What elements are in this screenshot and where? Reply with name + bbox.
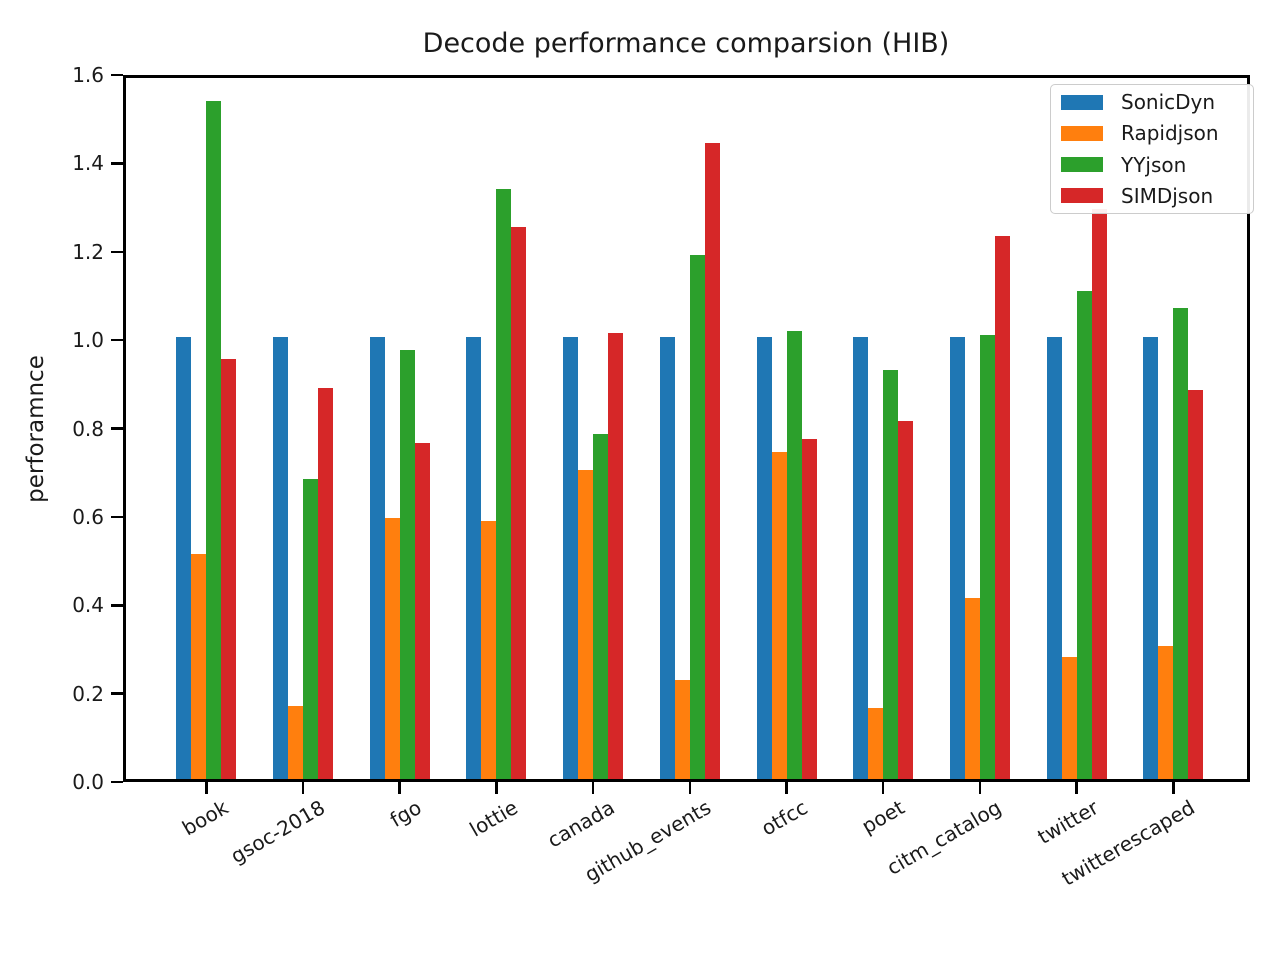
bar [176, 337, 192, 779]
y-tick-label: 0.2 [72, 681, 104, 706]
bar [949, 337, 965, 779]
y-tick-mark [111, 604, 123, 607]
bar [1076, 290, 1092, 779]
bar [384, 518, 400, 779]
bar [659, 337, 675, 779]
bar [853, 337, 869, 779]
x-tick-mark [688, 782, 692, 794]
x-tick-mark [1172, 782, 1175, 794]
bar [466, 337, 482, 779]
bar [704, 142, 720, 779]
bar [1188, 390, 1204, 779]
legend-label: YYjson [1121, 152, 1187, 177]
y-tick-mark [111, 162, 123, 165]
y-tick-label: 1.0 [72, 328, 104, 353]
y-tick-mark [111, 427, 123, 430]
bar [318, 387, 333, 779]
x-tick-mark [881, 782, 885, 794]
y-tick-label: 0.4 [72, 593, 104, 618]
x-tick-label: lottie [465, 795, 522, 842]
bar [369, 337, 385, 779]
y-tick-label: 1.4 [72, 151, 104, 176]
x-tick-mark [398, 782, 401, 794]
legend-color-patch [1061, 94, 1103, 110]
legend-label: SonicDyn [1121, 90, 1216, 114]
x-tick-mark [785, 782, 788, 794]
legend-item: YYjson [1061, 155, 1243, 175]
legend-item: Rapidjson [1061, 123, 1243, 143]
x-tick-mark [591, 782, 595, 794]
bar [756, 337, 772, 779]
bar [288, 706, 303, 779]
legend-item: SonicDyn [1061, 92, 1243, 112]
bar [303, 478, 318, 779]
bar [868, 708, 884, 779]
legend-label: SIMDjson [1121, 183, 1214, 208]
bar [1046, 337, 1062, 779]
legend-item: SIMDjson [1061, 186, 1243, 206]
x-tick-mark [495, 782, 498, 794]
bar [1158, 646, 1174, 779]
bar [221, 359, 237, 779]
x-tick-label: fgo [385, 795, 426, 832]
x-tick-label: poet [857, 795, 909, 839]
y-tick-mark [111, 73, 123, 77]
y-tick-mark [111, 515, 123, 519]
bar [801, 438, 817, 779]
y-tick-mark [111, 780, 123, 784]
bar [674, 679, 690, 779]
x-tick-label: gsoc-2018 [226, 795, 329, 869]
bar [481, 520, 497, 779]
x-tick-mark [301, 782, 305, 794]
bar [1061, 657, 1077, 779]
y-tick-mark [111, 250, 123, 253]
bar [206, 100, 222, 779]
bar [273, 337, 288, 779]
bar [1173, 308, 1189, 779]
x-tick-label: canada [543, 795, 619, 853]
y-tick-label: 0.8 [72, 416, 104, 441]
bar [883, 370, 899, 779]
bar [563, 337, 579, 779]
chart-title: Decode performance comparsion (HIB) [422, 28, 950, 59]
legend-label: Rapidjson [1121, 121, 1219, 146]
bar [994, 235, 1010, 779]
legend-color-patch [1061, 157, 1103, 173]
y-tick-mark [111, 692, 123, 695]
x-tick-mark [205, 782, 208, 794]
bar [898, 421, 914, 779]
x-tick-mark [978, 782, 982, 794]
bar [496, 189, 512, 779]
legend-color-patch [1061, 188, 1103, 204]
bar [1091, 208, 1107, 779]
bar [964, 597, 980, 779]
bar [414, 443, 430, 779]
x-tick-label: otfcc [757, 795, 812, 841]
x-tick-label: twitter [1032, 795, 1103, 849]
bar [578, 469, 594, 779]
bar [593, 434, 609, 779]
bar [1143, 337, 1159, 779]
y-tick-label: 1.6 [72, 63, 104, 87]
bar [608, 332, 624, 779]
bar [786, 330, 802, 779]
y-tick-label: 0.0 [72, 770, 104, 794]
y-tick-label: 0.6 [72, 504, 104, 529]
bar [399, 350, 415, 779]
bar [511, 226, 527, 779]
x-tick-label: book [177, 795, 232, 841]
bar [689, 255, 705, 779]
y-tick-mark [111, 338, 123, 342]
x-tick-mark [1075, 782, 1078, 794]
y-tick-label: 1.2 [72, 239, 104, 264]
bar [191, 553, 207, 779]
legend-color-patch [1061, 125, 1103, 141]
legend: SonicDyn Rapidjson YYjson SIMDjson [1050, 84, 1254, 214]
bar [771, 452, 787, 779]
bar [979, 334, 995, 779]
